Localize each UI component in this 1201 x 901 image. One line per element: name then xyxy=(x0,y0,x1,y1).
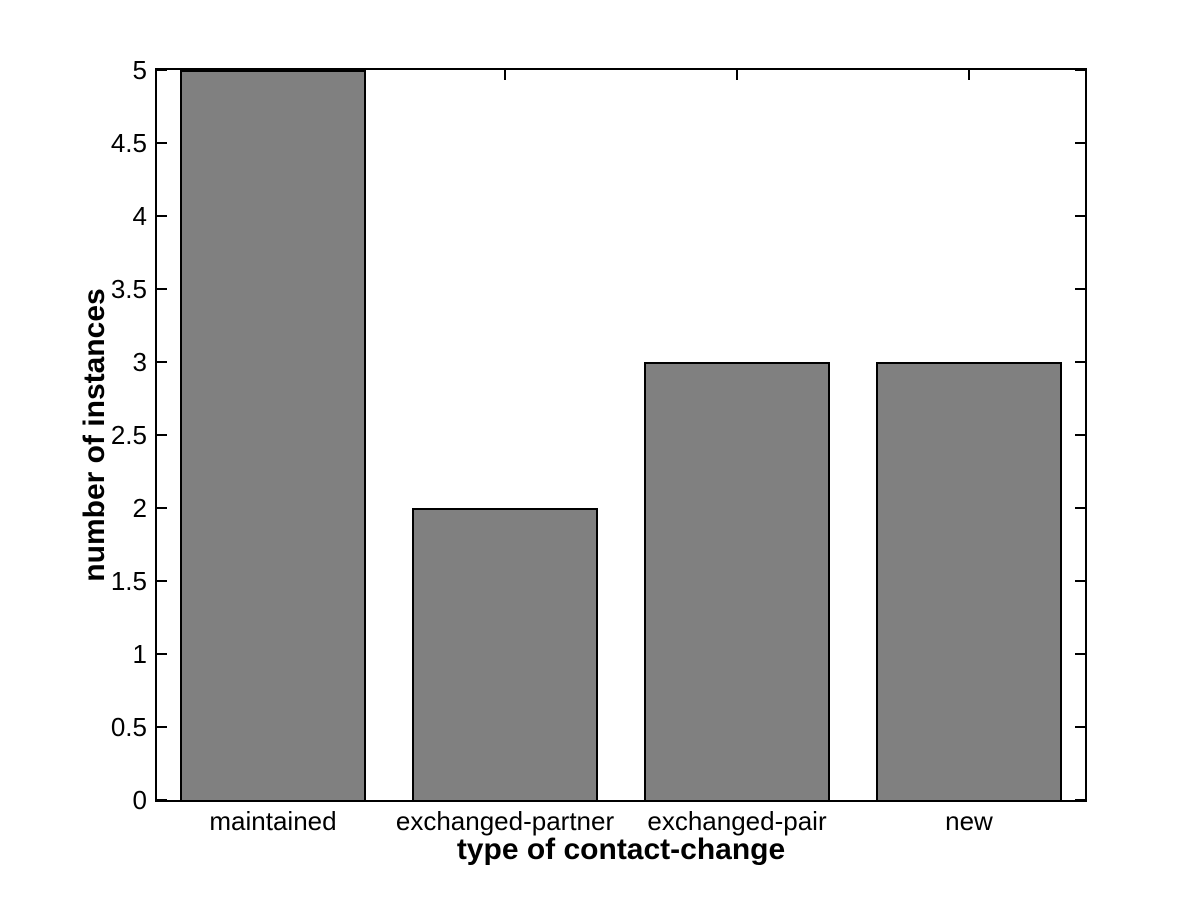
y-axis-tick-left xyxy=(157,288,167,290)
y-axis-tick-left xyxy=(157,580,167,582)
y-axis-tick-left xyxy=(157,142,167,144)
y-tick-label: 5 xyxy=(132,55,147,85)
y-tick-label: 2 xyxy=(132,493,147,523)
y-axis-tick-left xyxy=(157,361,167,363)
x-axis-tick-top xyxy=(968,70,970,80)
x-category-label: new xyxy=(945,806,993,836)
x-axis-title: type of contact-change xyxy=(456,833,786,866)
x-category-label: exchanged-partner xyxy=(395,806,615,836)
y-axis-tick-right xyxy=(1075,799,1085,801)
x-category-label: exchanged-pair xyxy=(647,806,827,836)
y-axis-tick-left xyxy=(157,507,167,509)
y-axis-tick-right xyxy=(1075,653,1085,655)
y-tick-label: 1 xyxy=(132,639,147,669)
bar xyxy=(876,362,1062,800)
x-axis-tick-top xyxy=(736,70,738,80)
bar xyxy=(180,70,366,800)
y-axis-tick-right xyxy=(1075,215,1085,217)
y-axis-tick-left xyxy=(157,726,167,728)
bar xyxy=(412,508,598,800)
x-category-label: maintained xyxy=(209,806,337,836)
y-tick-label: 0.5 xyxy=(110,712,147,742)
x-axis-tick-top xyxy=(504,70,506,80)
y-tick-label: 3.5 xyxy=(110,274,147,304)
y-axis-tick-left xyxy=(157,434,167,436)
y-tick-label: 4 xyxy=(132,201,147,231)
y-axis-tick-left xyxy=(157,215,167,217)
y-axis-tick-left xyxy=(157,799,167,801)
y-axis-tick-right xyxy=(1075,434,1085,436)
y-tick-label: 4.5 xyxy=(110,128,147,158)
y-axis-tick-left xyxy=(157,653,167,655)
y-axis-tick-right xyxy=(1075,69,1085,71)
y-axis-tick-left xyxy=(157,69,167,71)
y-tick-label: 0 xyxy=(132,785,147,815)
y-tick-label: 3 xyxy=(132,347,147,377)
y-axis-tick-right xyxy=(1075,580,1085,582)
y-tick-label: 1.5 xyxy=(110,566,147,596)
y-axis-tick-right xyxy=(1075,142,1085,144)
y-axis-tick-right xyxy=(1075,726,1085,728)
y-axis-tick-right xyxy=(1075,361,1085,363)
y-axis-tick-right xyxy=(1075,507,1085,509)
plot-area xyxy=(155,68,1087,802)
y-axis-tick-right xyxy=(1075,288,1085,290)
bar xyxy=(644,362,830,800)
y-tick-label: 2.5 xyxy=(110,420,147,450)
